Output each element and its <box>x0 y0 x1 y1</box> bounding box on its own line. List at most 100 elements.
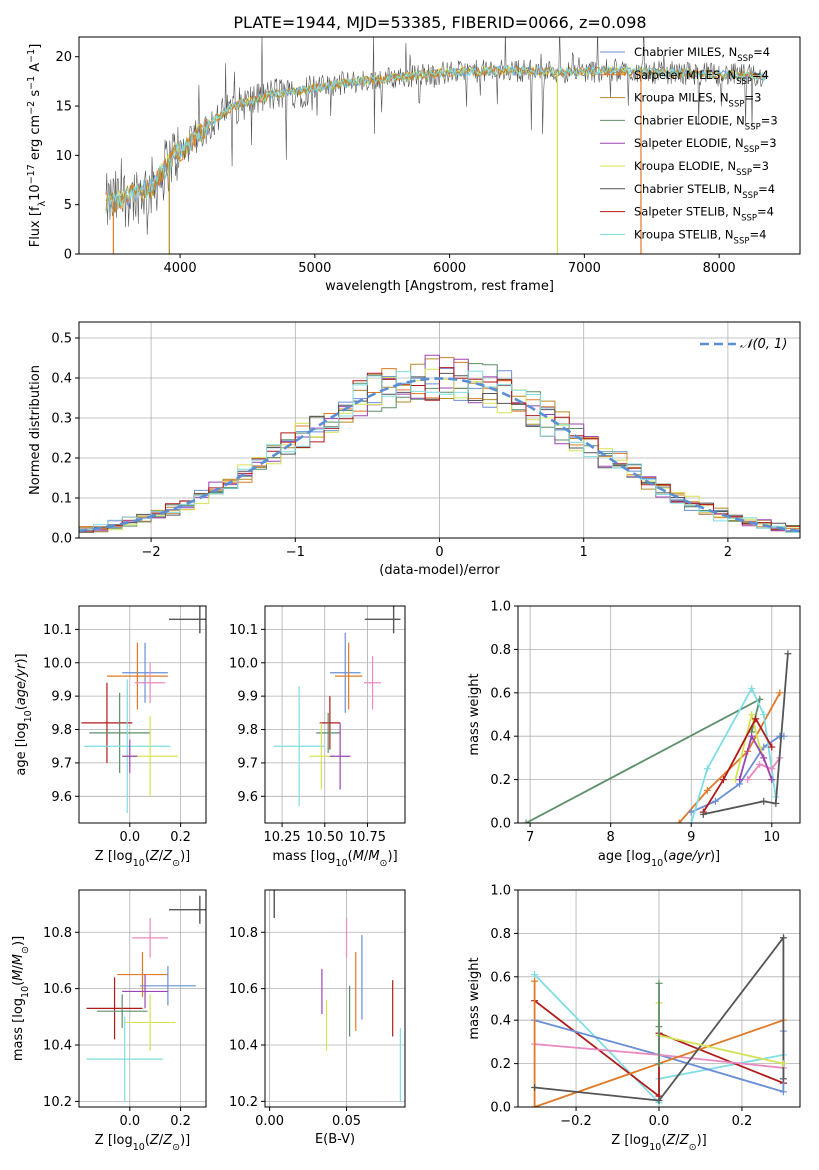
weight-marker <box>772 799 780 807</box>
weight-vs-z-x-label: Z [log10(Z/Z⊙)] <box>611 1133 706 1153</box>
y-tick-label: 9.7 <box>237 756 258 771</box>
y-tick-label: 10.4 <box>43 1039 72 1054</box>
weight-marker <box>655 1096 663 1104</box>
y-tick-label: 0.4 <box>490 730 511 745</box>
weight_vs_Z-y-label: mass weight <box>467 957 482 1039</box>
x-tick-label: 0.2 <box>170 830 191 845</box>
y-tick-label: 1.0 <box>490 884 511 899</box>
spectrum-data-line <box>105 37 766 235</box>
mass-vs-z-y-label: mass [log10(M/M⊙)] <box>11 936 31 1061</box>
weight-marker <box>776 689 784 697</box>
weight_vs_age-lines <box>522 650 792 823</box>
x-tick-label: 0.2 <box>170 1114 191 1129</box>
y-tick-label: 10.4 <box>229 1039 258 1054</box>
weight-marker <box>756 760 764 768</box>
x-tick-label: −1 <box>286 545 305 560</box>
x-tick-label: 9 <box>687 830 695 845</box>
weight-marker <box>760 711 768 718</box>
age_vs_Z-points <box>81 606 206 813</box>
y-tick-label: 9.8 <box>237 723 258 738</box>
x-tick-label: 1 <box>580 545 588 560</box>
x-tick-label: 10.75 <box>349 830 386 845</box>
weight-marker <box>779 1060 787 1068</box>
age-vs-z-y-label: age [log10(age/yr)] <box>14 653 34 775</box>
y-tick-label: 10.1 <box>229 623 258 638</box>
y-tick-label: 9.8 <box>51 723 72 738</box>
legend-label: Salpeter ELODIE, NSSP=3 <box>634 136 777 155</box>
weight-marker <box>768 743 776 751</box>
weight-marker <box>703 765 711 773</box>
weight-marker <box>655 1023 663 1031</box>
y-tick-label: 10.6 <box>43 982 72 997</box>
weight-marker <box>531 977 539 985</box>
legend-label: Kroupa STELIB, NSSP=4 <box>634 227 766 246</box>
age_vs_mass-points <box>273 606 401 807</box>
x-tick-label: 2 <box>724 545 732 560</box>
y-tick-label: 0.2 <box>490 773 511 788</box>
legend-label: Chabrier STELIB, NSSP=4 <box>634 182 775 201</box>
y-tick-label: 5 <box>64 198 72 213</box>
y-tick-label: 0.6 <box>490 686 511 701</box>
weight-marker <box>760 797 768 805</box>
x-tick-label: 8 <box>607 830 615 845</box>
mass-vs-z-x-label: Z [log10(Z/Z⊙)] <box>95 1133 190 1153</box>
y-tick-label: 9.9 <box>51 690 72 705</box>
legend-label: Chabrier ELODIE, NSSP=3 <box>634 113 778 132</box>
weight-marker <box>748 732 756 740</box>
weight-marker <box>744 776 752 784</box>
spectrum-legend: Chabrier MILES, NSSP=4 Salpeter MILES, NS… <box>600 45 778 246</box>
y-tick-label: 20 <box>55 50 72 65</box>
y-tick-label: 10.6 <box>229 982 258 997</box>
weight-marker <box>768 776 776 784</box>
x-tick-label: 10.50 <box>306 830 343 845</box>
weight-series-line <box>534 935 785 1102</box>
weight-marker <box>655 1060 663 1068</box>
x-tick-label: 4000 <box>164 261 197 276</box>
x-tick-label: 7 <box>526 830 534 845</box>
x-tick-label: 5000 <box>298 261 331 276</box>
x-tick-label: 8000 <box>703 261 736 276</box>
y-tick-label: 1.0 <box>490 600 511 615</box>
legend-label: Kroupa MILES, NSSP=3 <box>634 91 761 110</box>
x-tick-label: 0.0 <box>649 1114 670 1129</box>
y-tick-label: 0.4 <box>490 1014 511 1029</box>
y-tick-label: 10.0 <box>43 656 72 671</box>
y-tick-label: 0.4 <box>51 372 72 387</box>
spectrum-y-label: Flux [fλ10−17 erg cm−2 s−1 A−1] <box>26 44 48 248</box>
y-tick-label: 10.2 <box>229 1095 258 1110</box>
residual-histograms <box>79 354 800 537</box>
age_vs_Z-frame <box>78 605 207 824</box>
y-tick-label: 0.1 <box>51 492 72 507</box>
y-tick-label: 0.0 <box>51 532 72 547</box>
weight-marker <box>784 650 792 658</box>
weight_vs_age-y-label: mass weight <box>467 673 482 755</box>
y-tick-label: 0 <box>64 248 72 263</box>
y-tick-label: 0.5 <box>51 332 72 347</box>
y-tick-label: 0.2 <box>490 1057 511 1072</box>
age-vs-z-x-label: Z [log10(Z/Z⊙)] <box>95 849 190 869</box>
weight-marker <box>522 819 530 823</box>
gaussian-curve <box>79 377 800 533</box>
spectrum-axes: 4000 5000 6000 7000 8000 0 5 10 15 20 <box>55 50 735 276</box>
x-tick-label: 10.25 <box>263 830 300 845</box>
weight-marker <box>531 971 539 979</box>
spectrum-lines <box>105 37 767 254</box>
x-tick-label: −0.2 <box>560 1114 592 1129</box>
mass_vs_ebv-frame <box>264 889 406 1108</box>
x-tick-label: 0.0 <box>119 1114 140 1129</box>
weight-series-line <box>702 716 773 813</box>
weight-marker <box>736 776 744 784</box>
weight-marker <box>699 810 707 818</box>
weight-marker <box>703 786 711 794</box>
weight-marker <box>760 754 768 762</box>
weight-marker <box>779 1075 787 1083</box>
y-tick-label: 10.8 <box>229 926 258 941</box>
legend-label: Salpeter STELIB, NSSP=4 <box>634 205 774 224</box>
mass_vs_Z-points <box>86 895 206 1102</box>
age_vs_mass-frame <box>264 605 406 824</box>
x-tick-label: 0 <box>435 545 443 560</box>
mass_vs_Z-frame <box>78 889 207 1108</box>
y-tick-label: 15 <box>55 100 72 115</box>
mass_vs_ebv-axes: 0.00 0.05 10.2 10.4 10.6 10.8 <box>229 890 405 1129</box>
